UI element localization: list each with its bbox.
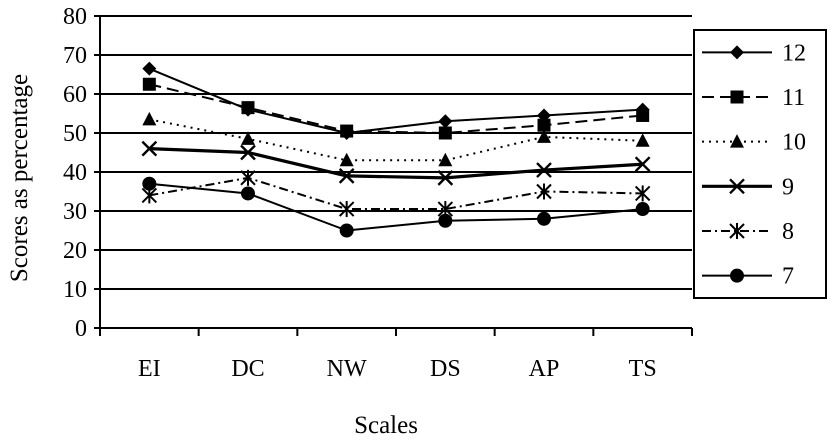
data-point-8 — [634, 185, 651, 202]
data-point-7 — [537, 211, 551, 226]
y-tick-label: 20 — [63, 238, 87, 264]
series-line-11 — [149, 83, 643, 134]
data-point-8 — [536, 183, 552, 200]
data-point-7 — [241, 186, 255, 201]
series-line-8 — [149, 176, 643, 211]
grid-lines — [100, 15, 692, 329]
data-point-11 — [340, 124, 354, 138]
data-point-9 — [536, 162, 552, 178]
data-point-10 — [142, 111, 157, 126]
series-line-9 — [149, 147, 643, 180]
data-point-10 — [241, 131, 255, 145]
y-tick-label: 10 — [63, 277, 87, 303]
x-tick-label-nw: NW — [327, 356, 367, 382]
x-tick-label-ts: TS — [629, 356, 657, 382]
legend-marker-8 — [729, 223, 745, 239]
y-tick-label: 0 — [75, 316, 87, 342]
legend-box — [693, 29, 827, 299]
data-point-9 — [240, 144, 256, 161]
legend-label-8: 8 — [782, 219, 794, 245]
y-tick-label: 80 — [63, 4, 87, 30]
data-point-11 — [438, 126, 452, 140]
x-tick-label-ap: AP — [529, 356, 560, 382]
data-point-10 — [438, 152, 453, 167]
y-tick-label: 60 — [63, 82, 87, 108]
data-point-10 — [635, 133, 650, 147]
legend-label-9: 9 — [782, 174, 794, 200]
legend-label-10: 10 — [782, 130, 806, 156]
series-line-12 — [148, 67, 643, 134]
legend-marker-7 — [730, 268, 744, 283]
data-point-12 — [438, 114, 453, 129]
y-tick-label: 30 — [63, 199, 87, 225]
data-point-11 — [241, 101, 255, 115]
legend-marker-12 — [730, 45, 744, 60]
series-lines — [141, 61, 651, 238]
axes: 0 10 20 30 40 50 60 70 80 EI DC NW DS AP TS — [63, 4, 693, 382]
legend-marker-10 — [730, 134, 744, 148]
x-tick-label-ds: DS — [430, 356, 461, 382]
data-point-12 — [142, 61, 157, 76]
data-point-7 — [438, 213, 453, 228]
legend-label-7: 7 — [782, 264, 794, 290]
data-point-8 — [240, 169, 256, 186]
y-axis-title: Scores as percentage — [6, 74, 33, 282]
data-point-10 — [537, 129, 551, 143]
data-point-11 — [142, 77, 156, 91]
legend-label-11: 11 — [782, 85, 805, 111]
x-tick-label-dc: DC — [231, 356, 264, 382]
data-point-10 — [339, 152, 354, 167]
y-tick-label: 40 — [63, 160, 87, 186]
y-tick-label: 70 — [63, 43, 87, 69]
data-point-7 — [142, 176, 157, 191]
series-line-10 — [149, 118, 643, 162]
x-tick-label-ei: EI — [138, 356, 161, 382]
data-point-7 — [339, 223, 354, 238]
data-point-7 — [635, 202, 650, 217]
data-point-8 — [338, 201, 355, 218]
data-point-11 — [537, 118, 551, 132]
legend-label-12: 12 — [782, 40, 806, 66]
data-point-9 — [338, 168, 355, 184]
data-point-9 — [437, 170, 454, 186]
legend-marker-11 — [730, 90, 744, 104]
legend-marker-9 — [729, 178, 745, 195]
data-point-9 — [634, 156, 651, 173]
y-tick-label: 50 — [63, 121, 87, 147]
data-point-9 — [141, 140, 158, 157]
legend: 12 11 10 9 8 7 — [693, 29, 827, 299]
series-line-7 — [149, 182, 643, 232]
data-point-11 — [636, 108, 650, 122]
x-axis-title: Scales — [354, 412, 418, 439]
